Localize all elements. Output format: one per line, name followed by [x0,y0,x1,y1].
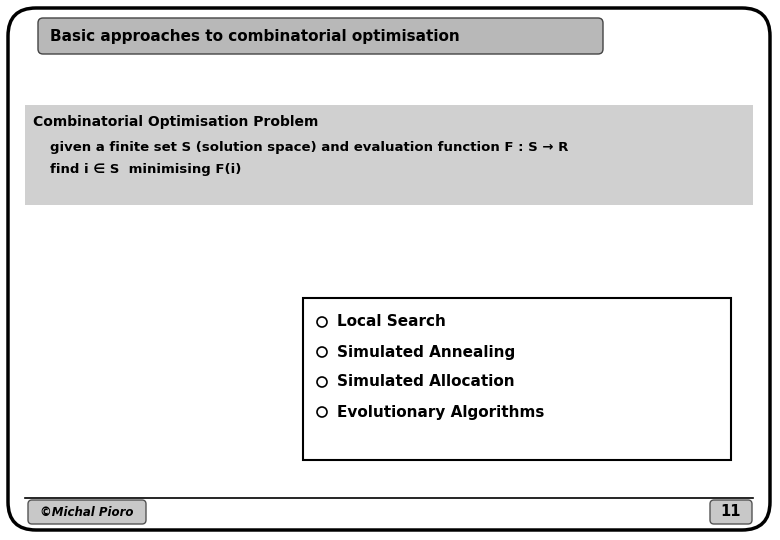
FancyBboxPatch shape [710,500,752,524]
FancyBboxPatch shape [25,105,753,205]
Text: find i ∈ S  minimising F(i): find i ∈ S minimising F(i) [50,164,241,177]
Text: Simulated Annealing: Simulated Annealing [337,345,516,360]
Text: Local Search: Local Search [337,314,446,329]
Text: Evolutionary Algorithms: Evolutionary Algorithms [337,404,544,420]
Text: Combinatorial Optimisation Problem: Combinatorial Optimisation Problem [33,115,318,129]
FancyBboxPatch shape [303,298,731,460]
FancyBboxPatch shape [28,500,146,524]
Circle shape [317,377,327,387]
Text: 11: 11 [721,504,741,519]
Text: Simulated Allocation: Simulated Allocation [337,375,515,389]
Text: Basic approaches to combinatorial optimisation: Basic approaches to combinatorial optimi… [50,30,459,44]
Circle shape [317,407,327,417]
FancyBboxPatch shape [38,18,603,54]
Circle shape [317,347,327,357]
Text: ©Michal Pioro: ©Michal Pioro [41,505,133,518]
Text: given a finite set S (solution space) and evaluation function F : S → R: given a finite set S (solution space) an… [50,141,569,154]
FancyBboxPatch shape [8,8,770,530]
Circle shape [317,317,327,327]
